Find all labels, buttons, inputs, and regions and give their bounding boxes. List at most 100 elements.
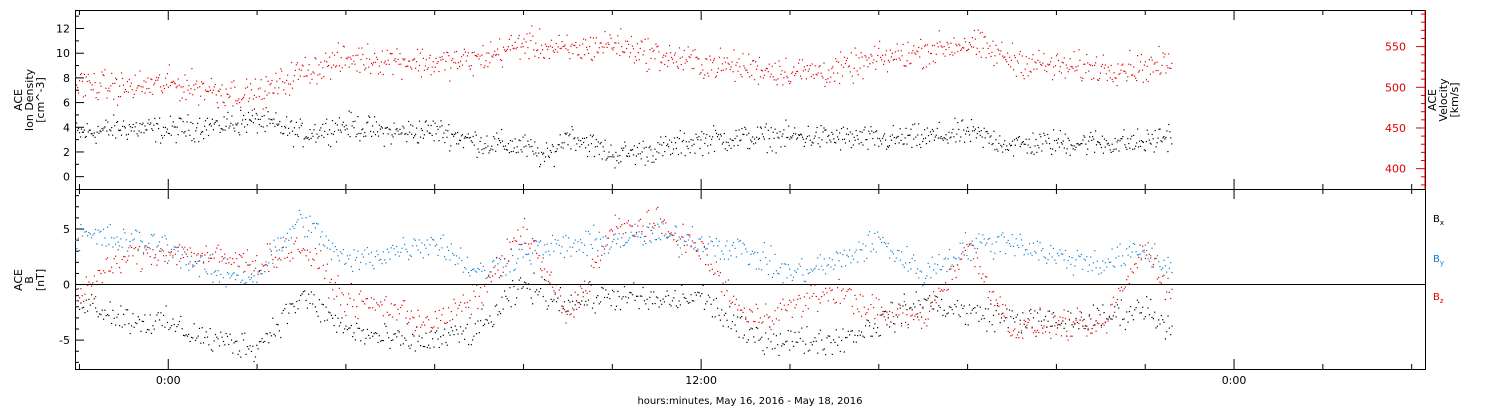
data-point <box>191 68 193 70</box>
data-point <box>843 298 845 300</box>
data-point <box>725 245 727 247</box>
data-point <box>1130 256 1132 258</box>
data-point <box>742 337 744 339</box>
data-point <box>125 309 127 311</box>
data-point <box>417 249 419 251</box>
data-point <box>1169 131 1171 133</box>
data-point <box>225 88 227 90</box>
data-point <box>79 136 82 138</box>
data-point <box>651 161 653 163</box>
data-point <box>84 95 86 97</box>
data-point <box>816 126 818 129</box>
data-point <box>899 304 901 306</box>
data-point <box>366 57 368 60</box>
data-point <box>166 262 169 264</box>
data-point <box>482 325 484 327</box>
data-point <box>466 256 468 258</box>
data-point <box>476 271 478 273</box>
data-point <box>1058 255 1060 257</box>
data-point <box>84 136 86 138</box>
data-point <box>926 275 928 277</box>
data-point <box>340 322 342 324</box>
left-tick-label: 0 <box>63 279 70 292</box>
data-point <box>906 60 908 62</box>
data-point <box>866 59 868 61</box>
data-point <box>633 62 635 64</box>
data-point <box>1065 152 1067 154</box>
data-point <box>345 314 347 317</box>
data-point <box>1135 251 1137 253</box>
data-point <box>298 251 300 253</box>
data-point <box>1096 322 1098 324</box>
data-point <box>781 263 783 265</box>
data-point <box>1119 243 1121 245</box>
data-point <box>945 134 947 136</box>
data-point <box>187 89 189 91</box>
data-point <box>1030 152 1032 154</box>
data-point <box>971 240 973 242</box>
data-point <box>158 241 161 243</box>
data-point <box>928 63 931 65</box>
data-point <box>568 51 570 54</box>
data-point <box>93 73 95 75</box>
data-point <box>106 97 108 99</box>
data-point <box>402 58 404 60</box>
data-point <box>1090 318 1092 320</box>
data-point <box>904 65 906 67</box>
data-point <box>361 129 363 131</box>
data-point <box>647 226 650 229</box>
data-point <box>1135 263 1137 265</box>
data-point <box>906 143 908 145</box>
data-point <box>504 50 507 53</box>
data-point <box>522 256 524 258</box>
data-point <box>662 223 664 225</box>
data-point <box>515 152 517 154</box>
data-point <box>281 247 283 249</box>
data-point <box>955 141 957 143</box>
data-point <box>1094 64 1096 66</box>
data-point <box>1095 56 1098 58</box>
data-point <box>629 237 631 239</box>
data-point <box>173 249 175 251</box>
data-point <box>894 51 896 53</box>
data-point <box>189 340 191 343</box>
data-point <box>521 151 523 153</box>
data-point <box>590 143 592 145</box>
data-point <box>403 59 405 61</box>
data-point <box>913 138 915 140</box>
data-point <box>568 135 570 137</box>
data-point <box>601 46 603 48</box>
data-point <box>1119 140 1121 142</box>
data-point <box>276 323 278 325</box>
data-point <box>942 314 944 316</box>
data-point <box>769 146 771 148</box>
data-point <box>113 98 115 100</box>
data-point <box>557 46 559 48</box>
data-point <box>915 53 917 55</box>
data-point <box>634 223 636 225</box>
data-point <box>348 258 350 260</box>
data-point <box>619 226 622 228</box>
data-point <box>119 129 122 131</box>
data-point <box>823 62 825 64</box>
data-point <box>214 333 217 336</box>
data-point <box>156 264 158 266</box>
data-point <box>230 263 233 265</box>
data-point <box>1038 320 1040 322</box>
data-point <box>1120 69 1122 71</box>
data-point <box>1008 149 1010 151</box>
data-point <box>762 321 764 323</box>
data-point <box>621 298 623 300</box>
data-point <box>104 69 106 71</box>
data-point <box>460 326 462 328</box>
data-point <box>188 269 190 271</box>
data-point <box>950 306 952 308</box>
data-point <box>1160 315 1162 317</box>
data-point <box>495 54 497 56</box>
data-point <box>766 263 768 265</box>
data-point <box>111 237 113 239</box>
data-point <box>1131 271 1133 273</box>
data-point <box>615 151 617 153</box>
data-point <box>262 341 264 343</box>
data-point <box>1058 323 1060 325</box>
